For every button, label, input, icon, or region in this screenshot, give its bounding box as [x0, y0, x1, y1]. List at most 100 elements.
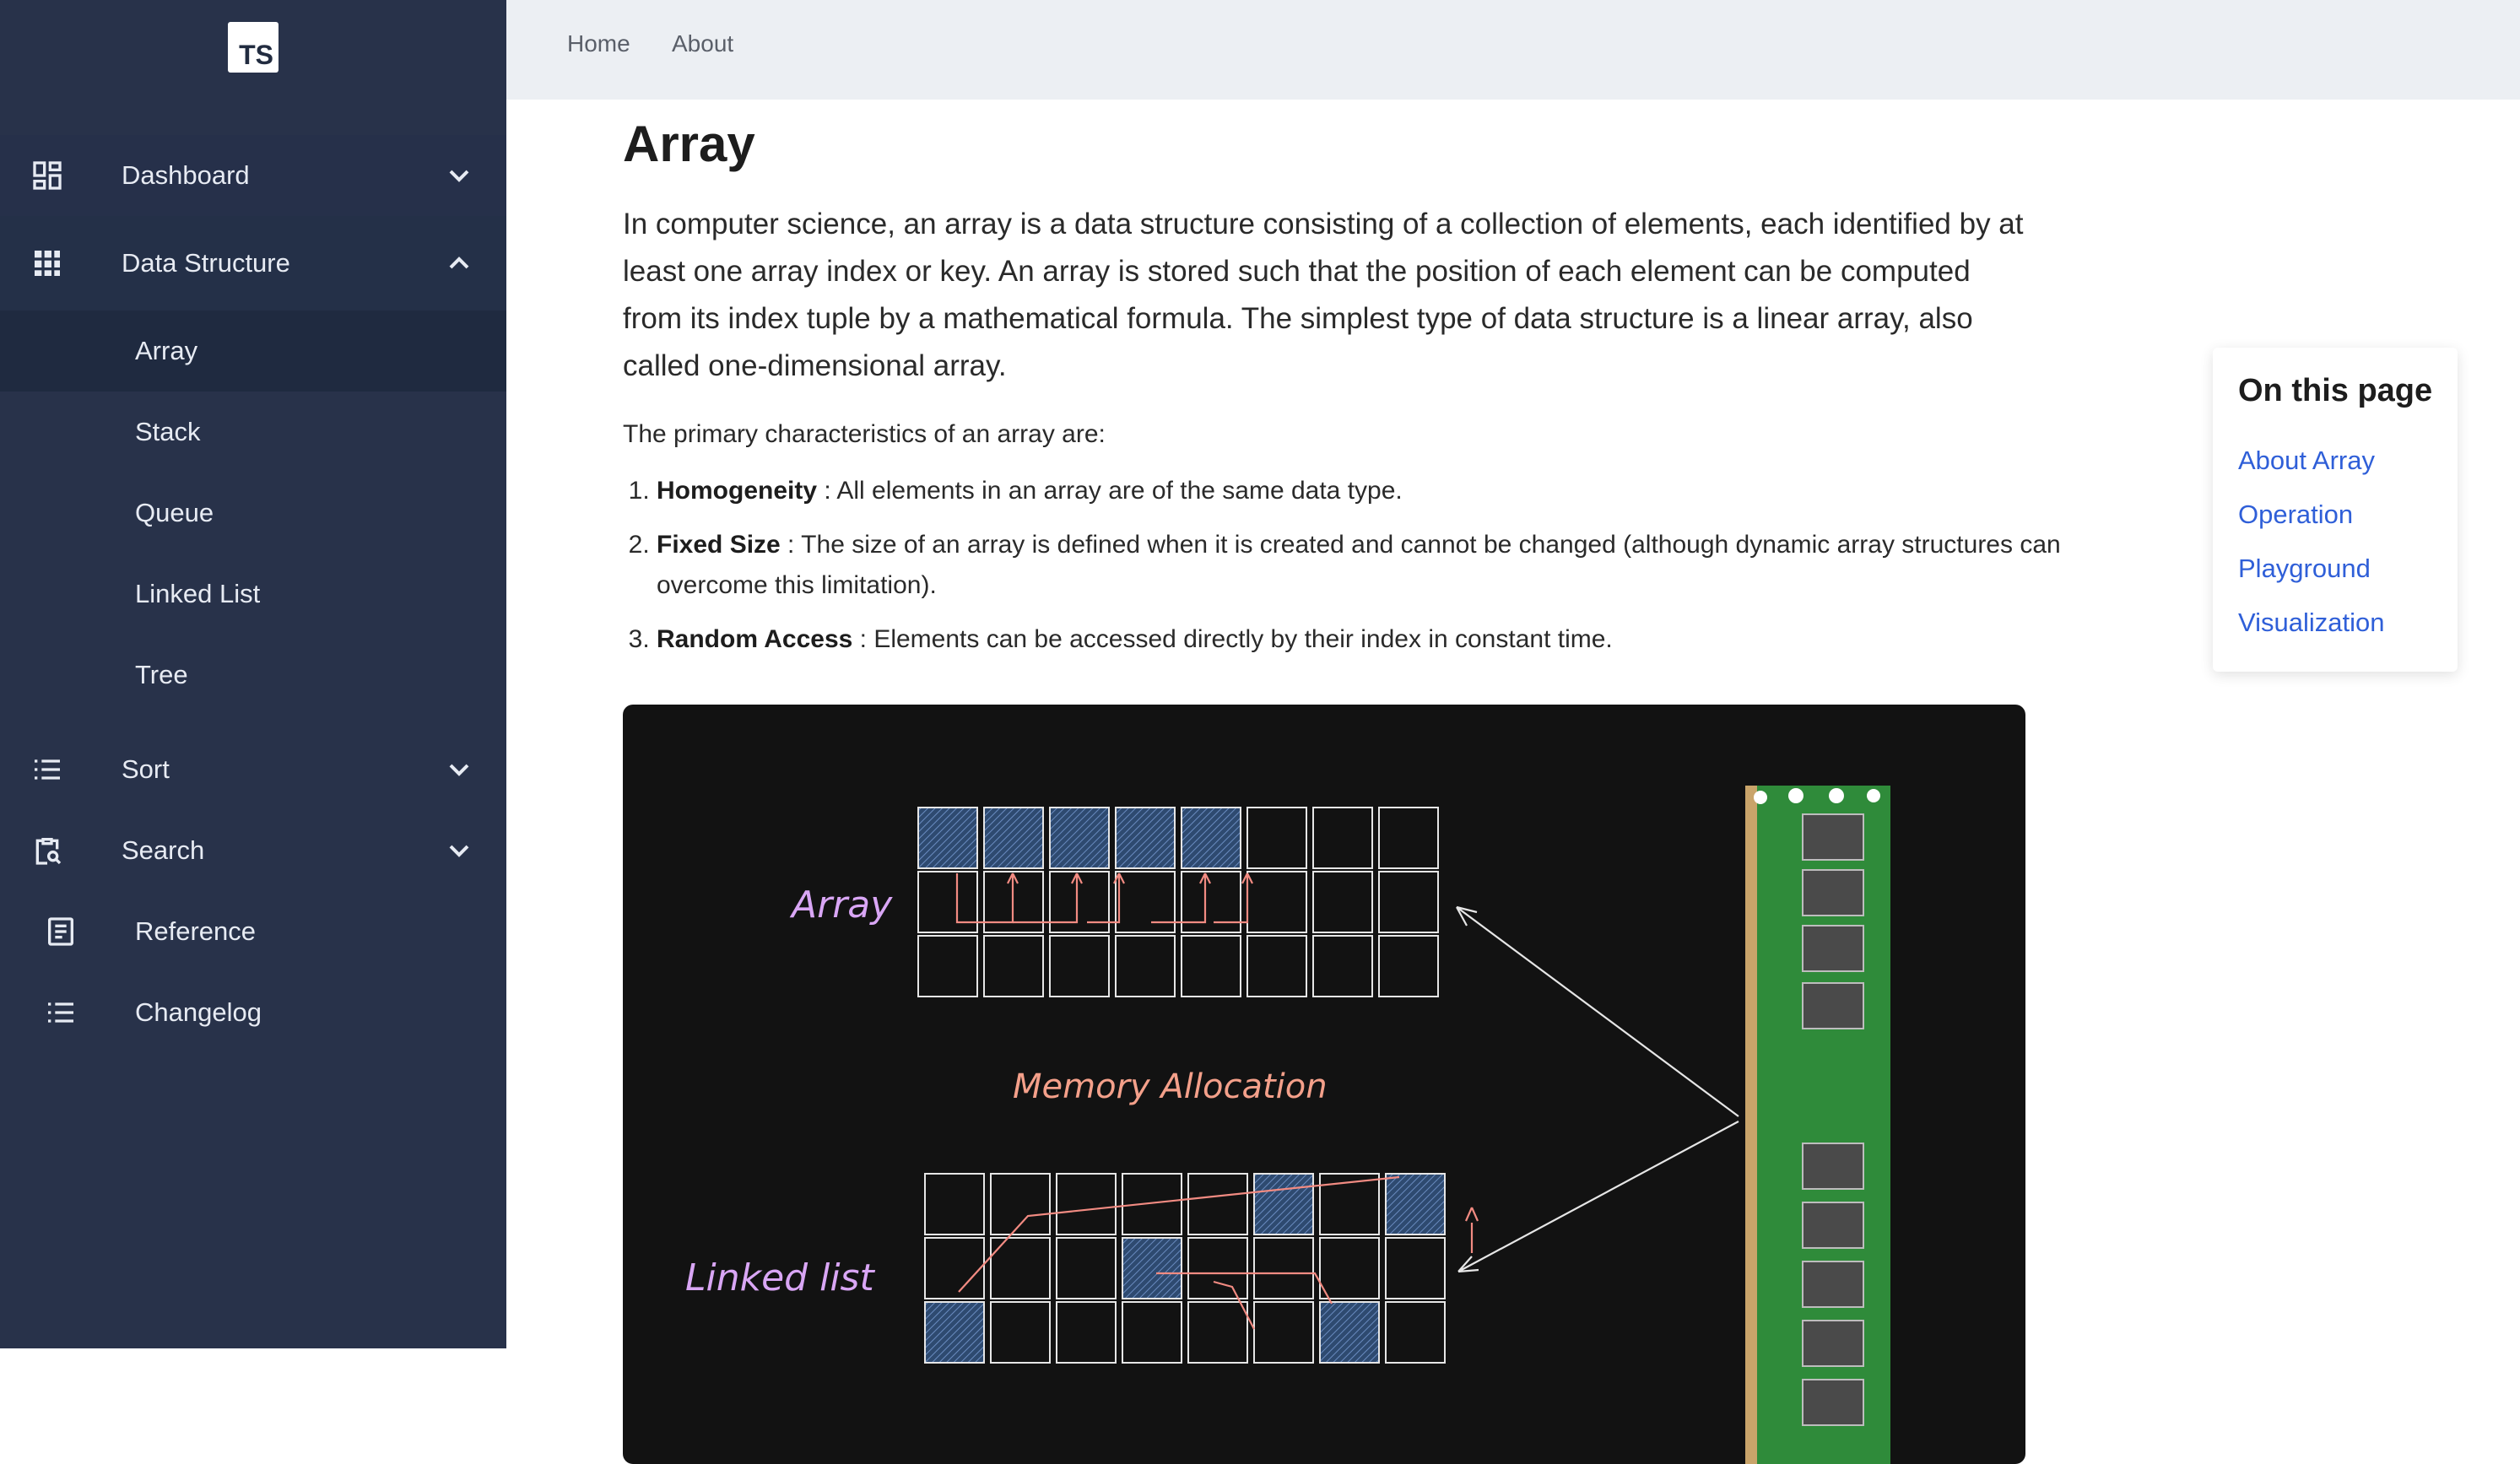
list-item: Homogeneity : All elements in an array a…: [657, 471, 2074, 511]
pointer-arrows: [1456, 905, 1739, 1273]
memory-cell: [1312, 807, 1373, 869]
sidebar-item-sort[interactable]: Sort: [0, 729, 506, 810]
toc-link-about-array[interactable]: About Array: [2238, 446, 2375, 475]
top-navbar: Home About: [506, 0, 2520, 100]
memory-cell: [1115, 871, 1176, 933]
memory-cell: [1187, 1301, 1248, 1364]
ram-chip: [1802, 1320, 1864, 1367]
chevron-up-icon: [449, 257, 469, 269]
memory-cell: [990, 1301, 1051, 1364]
list-icon: [48, 1002, 73, 1023]
nav-link-about[interactable]: About: [672, 30, 734, 57]
memory-cell: [983, 871, 1044, 933]
figure-label-array: Array: [789, 883, 893, 926]
sidebar-item-reference[interactable]: Reference: [0, 891, 506, 972]
app-logo[interactable]: TS: [228, 22, 278, 73]
sidebar-item-dashboard[interactable]: Dashboard: [0, 135, 506, 216]
memory-cell: [990, 1173, 1051, 1235]
array-arrows: [955, 872, 1253, 924]
memory-cell: [1253, 1237, 1314, 1299]
toc-link-playground[interactable]: Playground: [2238, 554, 2371, 583]
characteristics-lead: The primary characteristics of an array …: [623, 420, 1106, 448]
sidebar-item-label: Data Structure: [122, 248, 290, 278]
memory-cell: [990, 1237, 1051, 1299]
sidebar-subitem-linked-list[interactable]: Linked List: [0, 554, 506, 635]
characteristics-list: Homogeneity : All elements in an array a…: [623, 471, 2074, 673]
sidebar-subitem-tree[interactable]: Tree: [0, 635, 506, 716]
ram-chip: [1802, 982, 1864, 1029]
memory-cell: [1385, 1173, 1446, 1235]
ram-chip: [1802, 1261, 1864, 1308]
list-item: Random Access : Elements can be accessed…: [657, 619, 2074, 660]
memory-cell: [983, 935, 1044, 997]
dashboard-icon: [33, 161, 62, 190]
memory-cell: [917, 935, 978, 997]
memory-cell: [1056, 1173, 1117, 1235]
memory-cell: [1056, 1301, 1117, 1364]
memory-cell: [1319, 1301, 1380, 1364]
document-icon: [48, 917, 73, 946]
sidebar-item-data-structure[interactable]: Data Structure: [0, 216, 506, 311]
memory-cell: [1246, 807, 1307, 869]
sidebar-subitem-label: Queue: [135, 498, 214, 527]
memory-cell: [1253, 1301, 1314, 1364]
memory-cell: [917, 807, 978, 869]
sidebar-subitem-array[interactable]: Array: [0, 311, 506, 392]
memory-cell: [983, 807, 1044, 869]
memory-cell: [1115, 935, 1176, 997]
memory-cell: [1246, 871, 1307, 933]
list-item-desc: : All elements in an array are of the sa…: [817, 477, 1403, 505]
linked-list-grid: [924, 1173, 1446, 1364]
memory-cell: [1187, 1173, 1248, 1235]
sidebar-item-changelog[interactable]: Changelog: [0, 972, 506, 1053]
list-item-desc: : The size of an array is defined when i…: [657, 531, 2061, 599]
sidebar-subitem-stack[interactable]: Stack: [0, 392, 506, 473]
grid-icon: [35, 251, 60, 276]
sidebar-subitem-queue[interactable]: Queue: [0, 473, 506, 554]
ram-chip: [1802, 1143, 1864, 1190]
toc-link-visualization[interactable]: Visualization: [2238, 608, 2385, 637]
page-title: Array: [623, 116, 755, 172]
memory-cell: [1378, 935, 1439, 997]
on-this-page: On this page About Array Operation Playg…: [2213, 348, 2458, 672]
sidebar-item-label: Dashboard: [122, 160, 250, 190]
memory-cell: [1312, 871, 1373, 933]
sidebar-subitem-label: Linked List: [135, 579, 261, 608]
linked-list-arrows: [958, 1175, 1479, 1330]
memory-cell: [1049, 935, 1110, 997]
memory-cell: [1385, 1237, 1446, 1299]
list-item-term: Homogeneity: [657, 477, 818, 505]
list-item: Fixed Size : The size of an array is def…: [657, 525, 2074, 606]
memory-diagram: Array Memory Allocation Linked list: [685, 786, 1890, 1464]
memory-cell: [1115, 807, 1176, 869]
memory-cell: [1122, 1173, 1182, 1235]
memory-cell: [1253, 1173, 1314, 1235]
intro-paragraph: In computer science, an array is a data …: [623, 208, 2024, 382]
memory-cell: [1122, 1301, 1182, 1364]
ram-stick-image: [1745, 786, 1890, 1464]
nav-link-home[interactable]: Home: [567, 30, 630, 57]
memory-cell: [1181, 807, 1241, 869]
list-item-desc: : Elements can be accessed directly by t…: [852, 625, 1613, 653]
memory-cell: [1049, 871, 1110, 933]
list-item-term: Fixed Size: [657, 531, 781, 559]
toc-title: On this page: [2238, 373, 2433, 408]
figure-label-linked-list: Linked list: [685, 1256, 875, 1299]
memory-cell: [1122, 1237, 1182, 1299]
memory-cell: [917, 871, 978, 933]
chevron-down-icon: [449, 170, 469, 182]
sidebar-item-search[interactable]: Search: [0, 810, 506, 891]
memory-cell: [1319, 1237, 1380, 1299]
ram-chip: [1802, 1379, 1864, 1426]
memory-cell: [924, 1173, 985, 1235]
memory-cell: [1312, 935, 1373, 997]
toc-link-operation[interactable]: Operation: [2238, 500, 2354, 529]
sidebar-subitem-label: Array: [135, 336, 198, 365]
sidebar-item-label: Search: [122, 835, 205, 865]
memory-cell: [1319, 1173, 1380, 1235]
chevron-down-icon: [449, 845, 469, 857]
sidebar-item-label: Changelog: [135, 997, 262, 1027]
sidebar-subitem-label: Stack: [135, 417, 201, 446]
figure-label-memory: Memory Allocation: [1013, 1067, 1328, 1106]
memory-cell: [1181, 871, 1241, 933]
